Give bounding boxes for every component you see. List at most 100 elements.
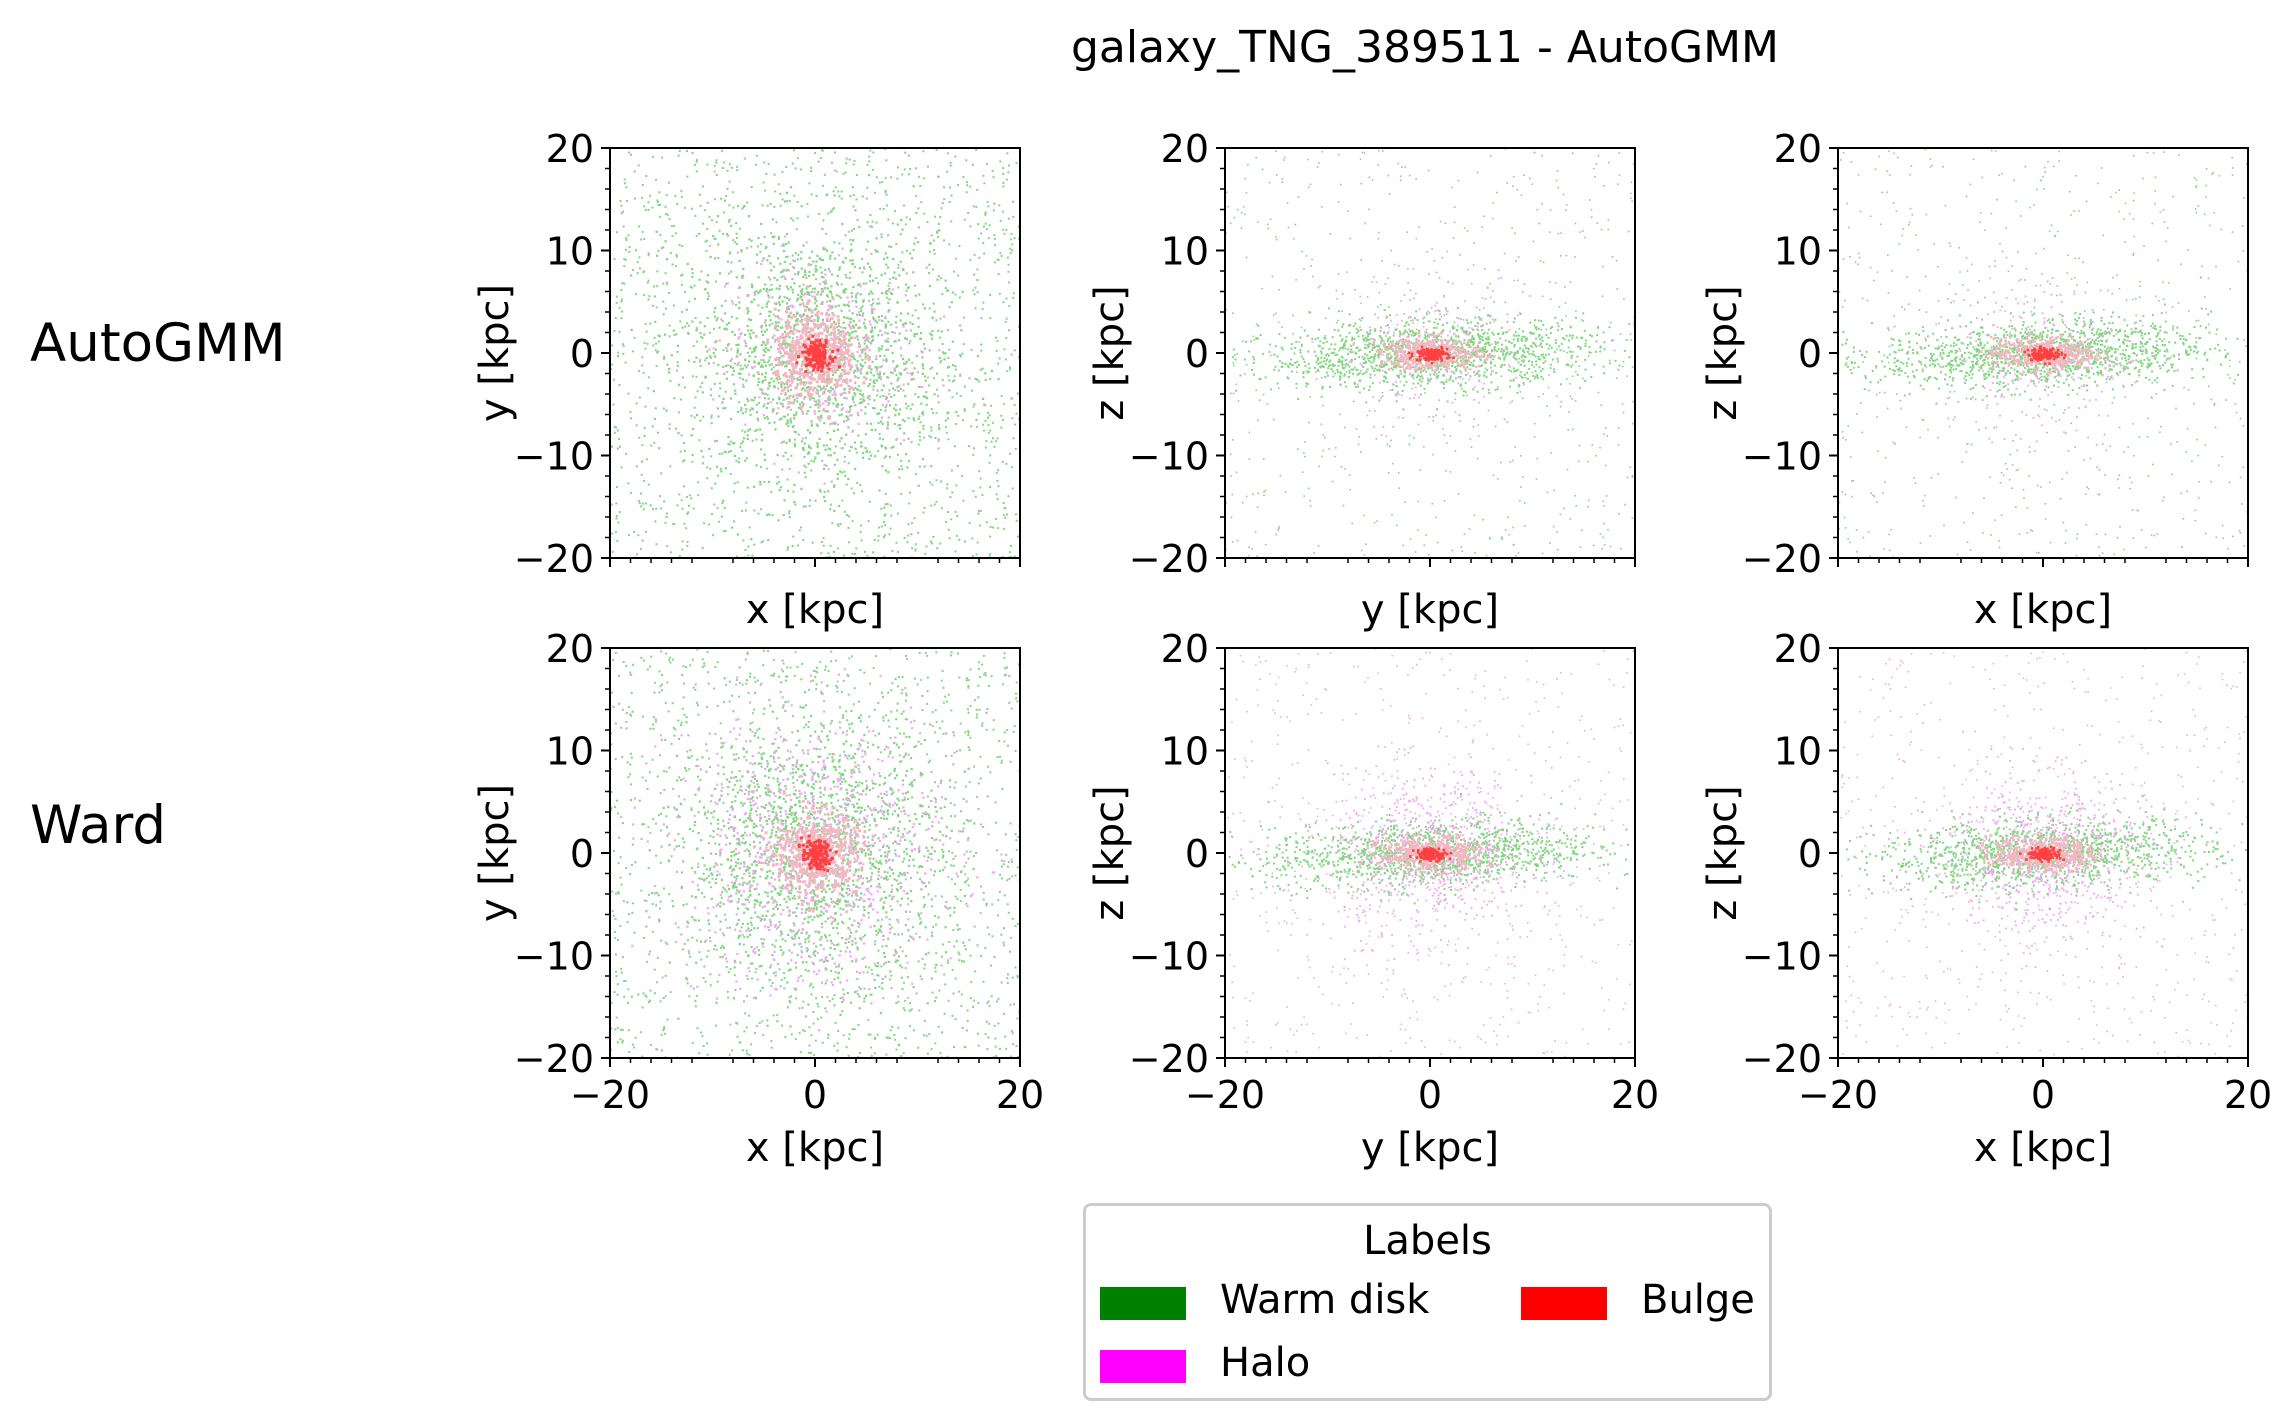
scatter-point	[630, 274, 633, 277]
scatter-point	[1419, 375, 1422, 378]
scatter-point	[906, 299, 909, 302]
scatter-point	[782, 244, 785, 247]
scatter-point	[909, 340, 912, 343]
scatter-point	[988, 555, 991, 558]
scatter-point	[868, 451, 871, 454]
scatter-point	[1532, 240, 1535, 243]
scatter-point	[847, 418, 850, 421]
scatter-point	[764, 393, 767, 396]
scatter-point	[670, 225, 673, 228]
scatter-point	[793, 438, 796, 441]
scatter-point	[804, 318, 808, 321]
scatter-point	[641, 356, 644, 359]
scatter-point	[1484, 367, 1487, 370]
scatter-point	[1323, 357, 1326, 360]
scatter-point	[683, 459, 686, 462]
scatter-point	[855, 294, 857, 297]
scatter-point	[613, 257, 616, 260]
scatter-point	[759, 388, 762, 391]
scatter-point	[778, 377, 781, 380]
scatter-point	[880, 315, 883, 318]
scatter-point	[1009, 452, 1012, 455]
scatter-point	[859, 372, 863, 375]
scatter-point	[1600, 404, 1603, 407]
scatter-point	[840, 403, 844, 406]
scatter-point	[807, 353, 811, 357]
scatter-point	[716, 507, 719, 510]
scatter-point	[754, 163, 757, 166]
scatter-point	[1512, 526, 1514, 529]
scatter-point	[806, 302, 809, 306]
scatter-point	[853, 441, 857, 444]
scatter-point	[1256, 323, 1258, 325]
scatter-point	[849, 406, 852, 409]
scatter-point	[1308, 370, 1311, 373]
scatter-point	[841, 471, 844, 474]
scatter-point	[1600, 228, 1603, 231]
scatter-point	[917, 443, 920, 446]
scatter-point	[1364, 343, 1366, 346]
scatter-point	[802, 325, 806, 329]
scatter-point	[695, 327, 698, 330]
scatter-point	[753, 485, 756, 488]
scatter-point	[640, 492, 642, 495]
scatter-point	[1387, 277, 1390, 280]
scatter-point	[876, 250, 879, 253]
scatter-point	[1481, 346, 1484, 349]
scatter-point	[1393, 365, 1395, 368]
scatter-point	[880, 525, 883, 528]
scatter-point	[853, 392, 856, 395]
scatter-point	[1255, 337, 1258, 340]
scatter-point	[620, 212, 623, 215]
scatter-point	[739, 368, 742, 371]
scatter-point	[888, 277, 892, 281]
scatter-point	[1603, 522, 1605, 525]
scatter-point	[978, 524, 981, 527]
scatter-point	[771, 410, 774, 414]
scatter-point	[856, 482, 859, 484]
scatter-point	[865, 335, 869, 339]
scatter-point	[718, 382, 721, 385]
scatter-point	[790, 217, 793, 220]
scatter-point	[712, 534, 715, 537]
scatter-point	[1244, 213, 1246, 216]
scatter-point	[749, 337, 752, 340]
scatter-point	[1534, 319, 1537, 322]
scatter-point	[826, 193, 829, 196]
scatter-point	[814, 352, 818, 355]
scatter-point	[797, 270, 800, 274]
scatter-point	[845, 415, 848, 418]
scatter-point	[864, 355, 867, 358]
scatter-point	[818, 437, 821, 440]
scatter-point	[872, 168, 874, 171]
scatter-point	[816, 310, 820, 314]
scatter-point	[767, 387, 770, 390]
scatter-point	[1489, 283, 1491, 285]
scatter-point	[820, 416, 823, 419]
scatter-point	[940, 507, 943, 510]
scatter-point	[1466, 230, 1469, 232]
scatter-point	[782, 398, 785, 402]
scatter-point	[835, 352, 839, 356]
scatter-point	[893, 367, 896, 370]
scatter-point	[944, 426, 947, 429]
scatter-point	[1342, 504, 1345, 507]
scatter-point	[1233, 364, 1235, 367]
scatter-point	[1366, 344, 1369, 347]
scatter-point	[767, 300, 770, 303]
scatter-point	[848, 317, 851, 320]
scatter-point	[787, 320, 791, 324]
scatter-point	[1473, 242, 1475, 244]
scatter-point	[980, 349, 983, 352]
scatter-point	[846, 296, 849, 299]
scatter-point	[890, 382, 893, 385]
scatter-point	[1278, 360, 1281, 363]
scatter-point	[843, 391, 845, 394]
scatter-point	[875, 237, 878, 240]
scatter-point	[826, 287, 829, 290]
scatter-point	[641, 502, 644, 505]
scatter-point	[984, 222, 987, 225]
scatter-point	[921, 356, 924, 359]
scatter-point	[785, 255, 788, 258]
scatter-point	[849, 195, 852, 197]
